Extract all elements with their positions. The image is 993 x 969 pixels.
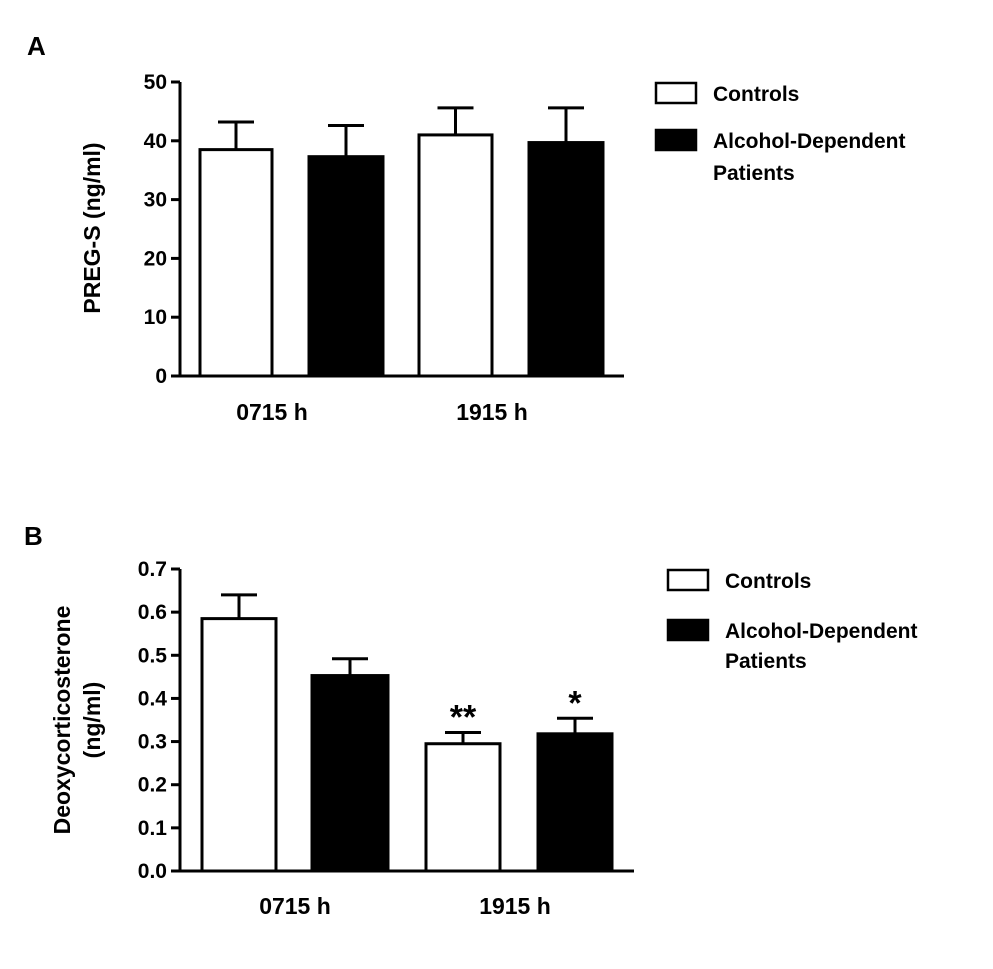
legend: Controls Alcohol-Dependent Patients — [654, 81, 906, 185]
x-tick-label: 0715 h — [259, 893, 331, 919]
y-tick-label: 0.4 — [138, 687, 168, 710]
bar-patients — [307, 155, 385, 378]
legend-label: Controls — [725, 570, 811, 593]
bar-patients — [536, 732, 614, 873]
legend-swatch — [666, 618, 710, 642]
legend-swatch — [654, 128, 698, 152]
legend-label: Patients — [725, 650, 807, 673]
y-tick-label: 0.0 — [138, 860, 167, 883]
x-tick-label: 1915 h — [479, 893, 551, 919]
y-tick-label: 0.7 — [138, 558, 167, 581]
y-tick-label: 30 — [144, 189, 167, 212]
legend-label: Alcohol-Dependent — [713, 130, 906, 153]
significance-marker: ** — [450, 699, 477, 737]
x-tick-label: 0715 h — [236, 399, 308, 425]
panel-a: A 0 10 20 30 40 50 PREG-S (ng/ml) 0715 h 1915 h Co… — [27, 31, 906, 425]
y-tick-label: 0.5 — [138, 644, 168, 667]
y-axis-label: Deoxycorticosterone — [49, 606, 75, 835]
legend-label: Patients — [713, 162, 795, 185]
y-tick-label: 50 — [144, 71, 167, 94]
y-tick-label: 0 — [155, 365, 167, 388]
bar-controls — [198, 148, 274, 378]
legend-swatch — [666, 568, 710, 592]
y-axis-label: PREG-S (ng/ml) — [79, 142, 105, 313]
y-axis-label: (ng/ml) — [79, 682, 105, 759]
bar-controls — [424, 742, 502, 873]
panel-label: B — [24, 521, 43, 551]
y-tick-label: 0.3 — [138, 731, 167, 754]
bar-controls — [200, 617, 278, 873]
panel-b: B 0.0 0.1 0.2 0.3 0.4 0.5 0.6 0.7 Deoxycorticoste… — [24, 521, 918, 919]
bar-patients — [310, 674, 390, 873]
y-tick-label: 0.1 — [138, 817, 168, 840]
legend-swatch — [654, 81, 698, 105]
y-tick-label: 0.2 — [138, 774, 167, 797]
bar-patients — [527, 141, 605, 378]
legend-label: Alcohol-Dependent — [725, 620, 918, 643]
x-tick-label: 1915 h — [456, 399, 528, 425]
y-tick-label: 20 — [144, 247, 167, 270]
y-tick-label: 0.6 — [138, 601, 167, 624]
bar-controls — [417, 133, 494, 378]
y-tick-label: 10 — [144, 306, 167, 329]
legend: Controls Alcohol-Dependent Patients — [666, 568, 918, 673]
legend-label: Controls — [713, 83, 799, 106]
y-tick-label: 40 — [144, 130, 167, 153]
significance-marker: * — [568, 684, 582, 722]
panel-label: A — [27, 31, 46, 61]
